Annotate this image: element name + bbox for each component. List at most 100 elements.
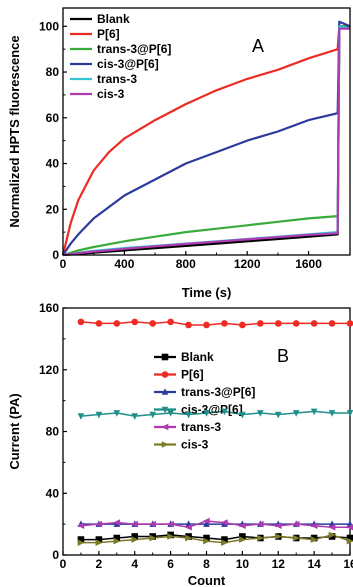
x-tick-label: 6 (167, 557, 174, 571)
data-point (184, 523, 192, 531)
data-point (77, 539, 85, 546)
data-point (310, 522, 318, 529)
data-point (221, 320, 228, 327)
legend-marker (161, 406, 169, 414)
legend-entry: trans-3@P[6] (181, 385, 255, 399)
series-line-4 (62, 20, 351, 256)
data-point (95, 536, 103, 543)
data-point (203, 534, 210, 542)
data-point (346, 537, 353, 545)
y-tick-label: 40 (46, 157, 60, 171)
legend-entry: Blank (181, 350, 214, 364)
data-point (310, 536, 318, 543)
series-line-5 (80, 520, 350, 528)
data-point (113, 534, 121, 542)
x-axis-label: Count (188, 573, 226, 587)
y-tick-label: 20 (46, 202, 60, 216)
legend-entry: trans-3@P[6] (97, 42, 171, 56)
data-point (274, 533, 283, 540)
data-point (185, 411, 192, 419)
data-point (221, 539, 229, 546)
x-tick-label: 14 (307, 557, 321, 571)
x-tick-label: 12 (272, 557, 286, 571)
data-point (238, 522, 246, 529)
x-tick-label: 10 (236, 557, 250, 571)
data-point (328, 523, 336, 531)
data-point (221, 536, 228, 543)
data-point (292, 320, 300, 327)
y-tick-label: 60 (46, 111, 60, 125)
x-tick-label: 16 (343, 557, 353, 571)
series-line-4 (80, 410, 350, 417)
data-point (310, 320, 318, 327)
data-point (149, 320, 156, 327)
data-point (185, 534, 193, 542)
x-tick-label: 2 (96, 557, 103, 571)
legend-entry: P[6] (181, 368, 204, 382)
data-point (328, 410, 336, 417)
x-tick-label: 800 (176, 257, 196, 271)
legend-entry: cis-3 (97, 87, 125, 101)
data-point (346, 320, 353, 327)
data-point (149, 534, 157, 542)
series-line-1 (80, 534, 351, 541)
series-line-2 (80, 321, 350, 326)
data-point (239, 536, 247, 543)
data-point (257, 410, 264, 417)
legend-entry: trans-3 (97, 72, 137, 86)
data-point (113, 410, 121, 417)
data-point (130, 520, 139, 528)
data-point (167, 533, 175, 540)
series-line-6 (62, 27, 350, 257)
chart-panel-b: 024681012141604080120160CountCurrent (PA… (7, 301, 353, 587)
data-point (292, 520, 300, 528)
data-point (95, 539, 103, 546)
data-point (167, 410, 174, 417)
data-point (220, 519, 228, 526)
data-point (203, 520, 210, 527)
data-point (328, 531, 336, 539)
series-line-2 (61, 25, 350, 256)
y-axis-label: Current (PA) (7, 393, 22, 469)
legend-marker (161, 353, 169, 361)
y-axis-label: Normalized HPTS fluorescence (7, 35, 22, 227)
data-point (203, 410, 210, 417)
data-point (77, 536, 85, 543)
data-point (95, 320, 103, 327)
chart-panel-a: 0 400 800 1200 1600 0 20 40 60 80 100 Time (s) Norma… (7, 7, 351, 300)
data-point (167, 318, 174, 326)
x-tick-label: 4 (131, 557, 138, 571)
data-point (257, 534, 265, 542)
x-tick-label: 0 (60, 557, 67, 571)
data-point (95, 520, 103, 528)
series-line-6 (80, 534, 351, 544)
data-point (166, 520, 174, 528)
x-tick-label: 1200 (234, 257, 261, 271)
panel-label: A (252, 36, 264, 56)
data-point (292, 534, 300, 542)
data-point (131, 318, 139, 326)
x-tick-label: 0 (60, 257, 67, 271)
data-point (113, 320, 121, 327)
legend-entry: cis-3@P[6] (97, 57, 159, 71)
data-point (203, 537, 211, 545)
plot-frame (62, 7, 351, 256)
data-point (239, 533, 246, 540)
data-point (77, 413, 85, 420)
data-point (346, 410, 353, 417)
data-point (149, 411, 156, 419)
data-point (203, 321, 210, 329)
y-tick-label: 160 (39, 301, 59, 315)
data-point (185, 321, 192, 329)
data-point (131, 413, 139, 420)
data-point (328, 320, 336, 327)
y-tick-label: 80 (46, 65, 60, 79)
data-point (131, 533, 139, 540)
data-point (346, 524, 353, 531)
data-point (77, 522, 85, 529)
data-point (95, 411, 103, 419)
data-point (274, 320, 282, 327)
legend-entry: cis-3 (181, 438, 209, 452)
x-axis-label: Time (s) (182, 285, 232, 300)
